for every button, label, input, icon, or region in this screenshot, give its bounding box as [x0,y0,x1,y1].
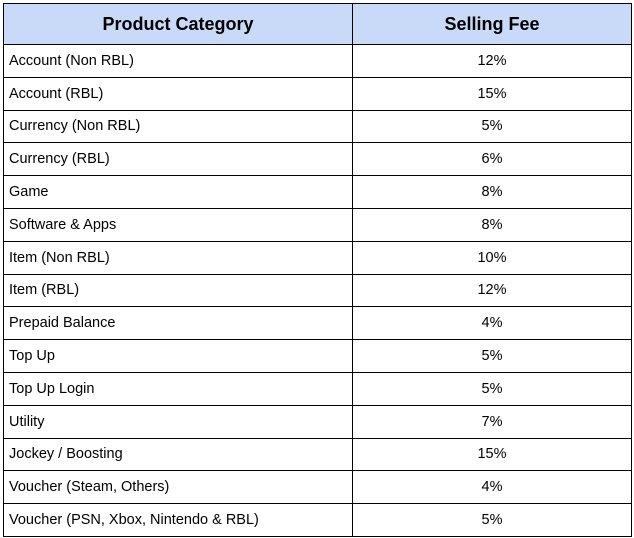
category-cell: Voucher (Steam, Others) [3,470,353,505]
table-header: Product Category Selling Fee [3,3,632,45]
fee-table-container: Product Category Selling Fee Account (No… [3,3,632,537]
category-cell: Voucher (PSN, Xbox, Nintendo & RBL) [3,503,353,537]
fee-cell: 7% [352,404,632,439]
table-row: Prepaid Balance 4% [3,306,632,341]
fee-cell: 5% [352,109,632,144]
fee-cell: 12% [352,44,632,78]
table-row: Utility 7% [3,404,632,439]
category-cell: Currency (RBL) [3,142,353,177]
fee-cell: 4% [352,470,632,505]
category-cell: Game [3,175,353,209]
table-row: Account (RBL) 15% [3,76,632,111]
fee-cell: 6% [352,142,632,177]
category-cell: Account (RBL) [3,76,353,111]
table-row: Currency (Non RBL) 5% [3,109,632,144]
selling-fee-table: Product Category Selling Fee Account (No… [3,3,632,537]
category-cell: Software & Apps [3,207,353,242]
fee-cell: 12% [352,273,632,308]
fee-cell: 10% [352,240,632,275]
column-header-selling-fee: Selling Fee [352,3,632,45]
fee-cell: 8% [352,175,632,209]
category-cell: Prepaid Balance [3,306,353,341]
table-row: Account (Non RBL) 12% [3,44,632,78]
table-row: Currency (RBL) 6% [3,142,632,177]
table-row: Software & Apps 8% [3,207,632,242]
category-cell: Account (Non RBL) [3,44,353,78]
header-row: Product Category Selling Fee [3,3,632,45]
category-cell: Utility [3,404,353,439]
fee-cell: 5% [352,339,632,373]
table-row: Jockey / Boosting 15% [3,437,632,472]
table-row: Top Up 5% [3,339,632,373]
fee-cell: 8% [352,207,632,242]
fee-cell: 5% [352,371,632,406]
table-row: Game 8% [3,175,632,209]
fee-cell: 4% [352,306,632,341]
category-cell: Jockey / Boosting [3,437,353,472]
table-row: Voucher (PSN, Xbox, Nintendo & RBL) 5% [3,503,632,537]
table-row: Item (RBL) 12% [3,273,632,308]
table-row: Voucher (Steam, Others) 4% [3,470,632,505]
category-cell: Top Up [3,339,353,373]
category-cell: Item (RBL) [3,273,353,308]
table-row: Item (Non RBL) 10% [3,240,632,275]
fee-cell: 5% [352,503,632,537]
column-header-product-category: Product Category [3,3,353,45]
category-cell: Currency (Non RBL) [3,109,353,144]
category-cell: Item (Non RBL) [3,240,353,275]
category-cell: Top Up Login [3,371,353,406]
table-row: Top Up Login 5% [3,371,632,406]
table-body: Account (Non RBL) 12% Account (RBL) 15% … [3,44,632,537]
fee-cell: 15% [352,437,632,472]
fee-cell: 15% [352,76,632,111]
